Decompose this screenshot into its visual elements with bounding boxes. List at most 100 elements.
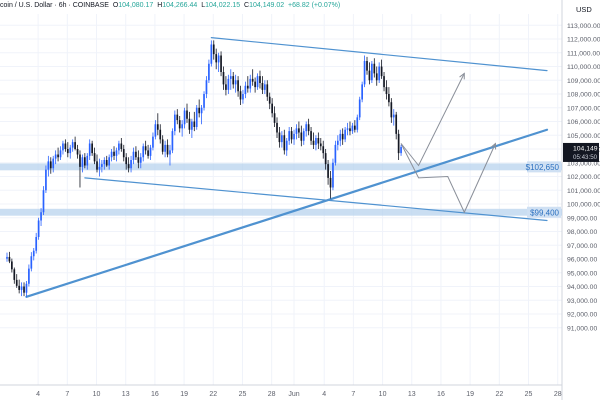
projection-bearish-path[interactable] bbox=[400, 143, 496, 214]
candle bbox=[353, 120, 356, 133]
candle bbox=[375, 66, 378, 86]
candle bbox=[397, 129, 400, 160]
support-zone[interactable] bbox=[0, 208, 562, 216]
candle bbox=[278, 127, 281, 148]
candle bbox=[251, 69, 254, 86]
x-tick-label: Jun bbox=[288, 391, 299, 398]
candle bbox=[215, 48, 218, 70]
candle bbox=[20, 282, 23, 297]
low-value: 104,022.15 bbox=[205, 2, 241, 9]
candle-body bbox=[64, 143, 67, 149]
candle bbox=[32, 248, 35, 261]
candle-body bbox=[344, 129, 346, 140]
candle-body bbox=[217, 55, 220, 63]
candle bbox=[225, 76, 227, 96]
candle-body bbox=[173, 114, 176, 132]
support-zone[interactable] bbox=[0, 163, 562, 171]
candle-body bbox=[49, 161, 52, 169]
candle-body bbox=[251, 78, 254, 82]
trendline-falling-resistance[interactable] bbox=[210, 37, 548, 72]
candle bbox=[161, 135, 164, 155]
candle bbox=[242, 89, 244, 104]
candle-body bbox=[42, 190, 45, 213]
candle bbox=[229, 69, 232, 90]
candle bbox=[256, 73, 259, 90]
candle-body bbox=[59, 150, 62, 158]
projection-bullish-path[interactable] bbox=[400, 73, 465, 167]
trendline-rising-support[interactable] bbox=[25, 128, 549, 298]
candle bbox=[198, 99, 201, 118]
candle bbox=[290, 127, 293, 144]
candle bbox=[47, 155, 50, 177]
candle-body bbox=[388, 94, 390, 103]
candle-body bbox=[283, 135, 286, 151]
candle-body bbox=[349, 128, 351, 132]
candle bbox=[281, 131, 283, 148]
candle bbox=[373, 58, 376, 78]
x-tick-label: 7 bbox=[351, 391, 355, 398]
candle bbox=[122, 144, 125, 162]
close-value: 104,149.02 bbox=[249, 2, 285, 9]
candle bbox=[120, 138, 123, 152]
candle-body bbox=[222, 72, 225, 85]
candle bbox=[130, 155, 132, 173]
candle bbox=[212, 40, 215, 60]
candle bbox=[118, 140, 120, 155]
trendline-falling-support[interactable] bbox=[84, 177, 548, 222]
candle bbox=[324, 149, 327, 170]
candle bbox=[400, 144, 402, 156]
candle bbox=[276, 117, 278, 138]
x-tick-label: 7 bbox=[65, 391, 69, 398]
candle bbox=[322, 140, 325, 159]
candle bbox=[59, 146, 62, 160]
candle bbox=[144, 140, 147, 155]
candle bbox=[103, 157, 106, 170]
x-tick-label: 4 bbox=[36, 391, 40, 398]
candle-body bbox=[88, 143, 91, 156]
candle bbox=[392, 109, 395, 126]
candle-body bbox=[69, 147, 72, 154]
candle-body bbox=[47, 161, 50, 170]
x-tick-label: 19 bbox=[180, 391, 188, 398]
candle bbox=[6, 252, 8, 262]
candle-body bbox=[220, 55, 222, 72]
candle bbox=[371, 61, 373, 83]
candle-body bbox=[392, 114, 395, 118]
y-tick-label: 111,000.00 bbox=[567, 50, 600, 57]
candle-body bbox=[171, 131, 174, 151]
candle bbox=[363, 55, 366, 88]
candle bbox=[183, 107, 186, 129]
candle bbox=[237, 76, 239, 97]
candle-body bbox=[105, 160, 108, 166]
candle bbox=[23, 282, 25, 297]
candle-body bbox=[86, 155, 89, 166]
candle bbox=[349, 121, 351, 136]
candle-body bbox=[93, 153, 96, 162]
candle-body bbox=[295, 128, 298, 134]
candle-body bbox=[259, 76, 261, 83]
candle bbox=[186, 103, 188, 123]
candle bbox=[49, 157, 52, 174]
candle-body bbox=[234, 80, 237, 85]
candle-body bbox=[327, 164, 329, 178]
candle-body bbox=[127, 164, 130, 169]
y-tick-label: 97,000.00 bbox=[567, 243, 597, 250]
candle bbox=[310, 127, 312, 145]
candle bbox=[300, 125, 303, 147]
candle-body bbox=[147, 150, 149, 156]
candle-body bbox=[263, 84, 266, 90]
candle-body bbox=[198, 107, 201, 114]
candle bbox=[101, 160, 103, 173]
y-tick-label: 110,000.00 bbox=[567, 64, 600, 71]
candle-body bbox=[62, 143, 64, 151]
change-value: +68.82 (+0.07%) bbox=[288, 2, 341, 9]
candle-body bbox=[156, 124, 159, 130]
candle bbox=[244, 81, 247, 99]
candle-body bbox=[152, 136, 154, 148]
candle bbox=[176, 109, 179, 125]
candle-body bbox=[254, 81, 256, 88]
candle bbox=[388, 87, 390, 107]
candle bbox=[142, 143, 145, 162]
candle bbox=[81, 154, 84, 173]
